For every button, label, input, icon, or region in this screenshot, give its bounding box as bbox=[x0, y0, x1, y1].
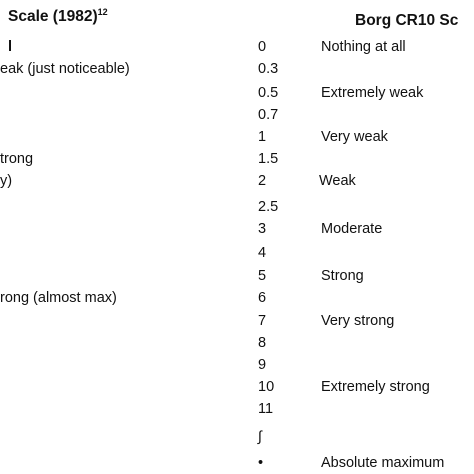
descriptor: Weak bbox=[319, 173, 356, 189]
rating: 0.7 bbox=[258, 107, 279, 123]
rating: 2.5 bbox=[258, 199, 279, 215]
descriptor: Very strong bbox=[321, 313, 395, 329]
left-descriptor: l bbox=[8, 39, 13, 55]
right-title: Borg CR10 Sc bbox=[355, 12, 459, 29]
rating: 6 bbox=[258, 290, 267, 306]
left-title-ref: 12 bbox=[97, 7, 108, 17]
left-header: Scale (1982)12 bbox=[8, 8, 108, 25]
descriptor: Strong bbox=[321, 268, 364, 284]
rating: ∫ bbox=[258, 429, 262, 445]
rating: 10 bbox=[258, 379, 275, 395]
descriptor: Moderate bbox=[321, 221, 383, 237]
left-descriptor: trong bbox=[0, 151, 34, 167]
rating: 5 bbox=[258, 268, 267, 284]
left-title: Scale (1982) bbox=[8, 8, 98, 25]
rating: 11 bbox=[258, 401, 274, 417]
rating: 7 bbox=[258, 313, 267, 329]
left-descriptor: eak (just noticeable) bbox=[0, 61, 130, 77]
rating: 3 bbox=[258, 221, 267, 237]
left-descriptor: rong (almost max) bbox=[0, 290, 117, 306]
rating: 1.5 bbox=[258, 151, 279, 167]
rating: 4 bbox=[258, 245, 267, 261]
descriptor: Extremely strong bbox=[321, 379, 430, 395]
descriptor: Nothing at all bbox=[321, 39, 406, 55]
rating: 0 bbox=[258, 39, 267, 55]
descriptor: Extremely weak bbox=[321, 85, 424, 101]
rating: 9 bbox=[258, 357, 267, 373]
rating: 2 bbox=[258, 173, 267, 189]
rating: 8 bbox=[258, 335, 267, 351]
descriptor: Very weak bbox=[321, 129, 388, 145]
left-descriptor: y) bbox=[0, 173, 13, 189]
rating: 0.5 bbox=[258, 85, 279, 101]
descriptor: Absolute maximum bbox=[321, 455, 445, 471]
rating: 0.3 bbox=[258, 61, 279, 77]
rating: • bbox=[258, 455, 264, 471]
rating: 1 bbox=[258, 129, 267, 145]
